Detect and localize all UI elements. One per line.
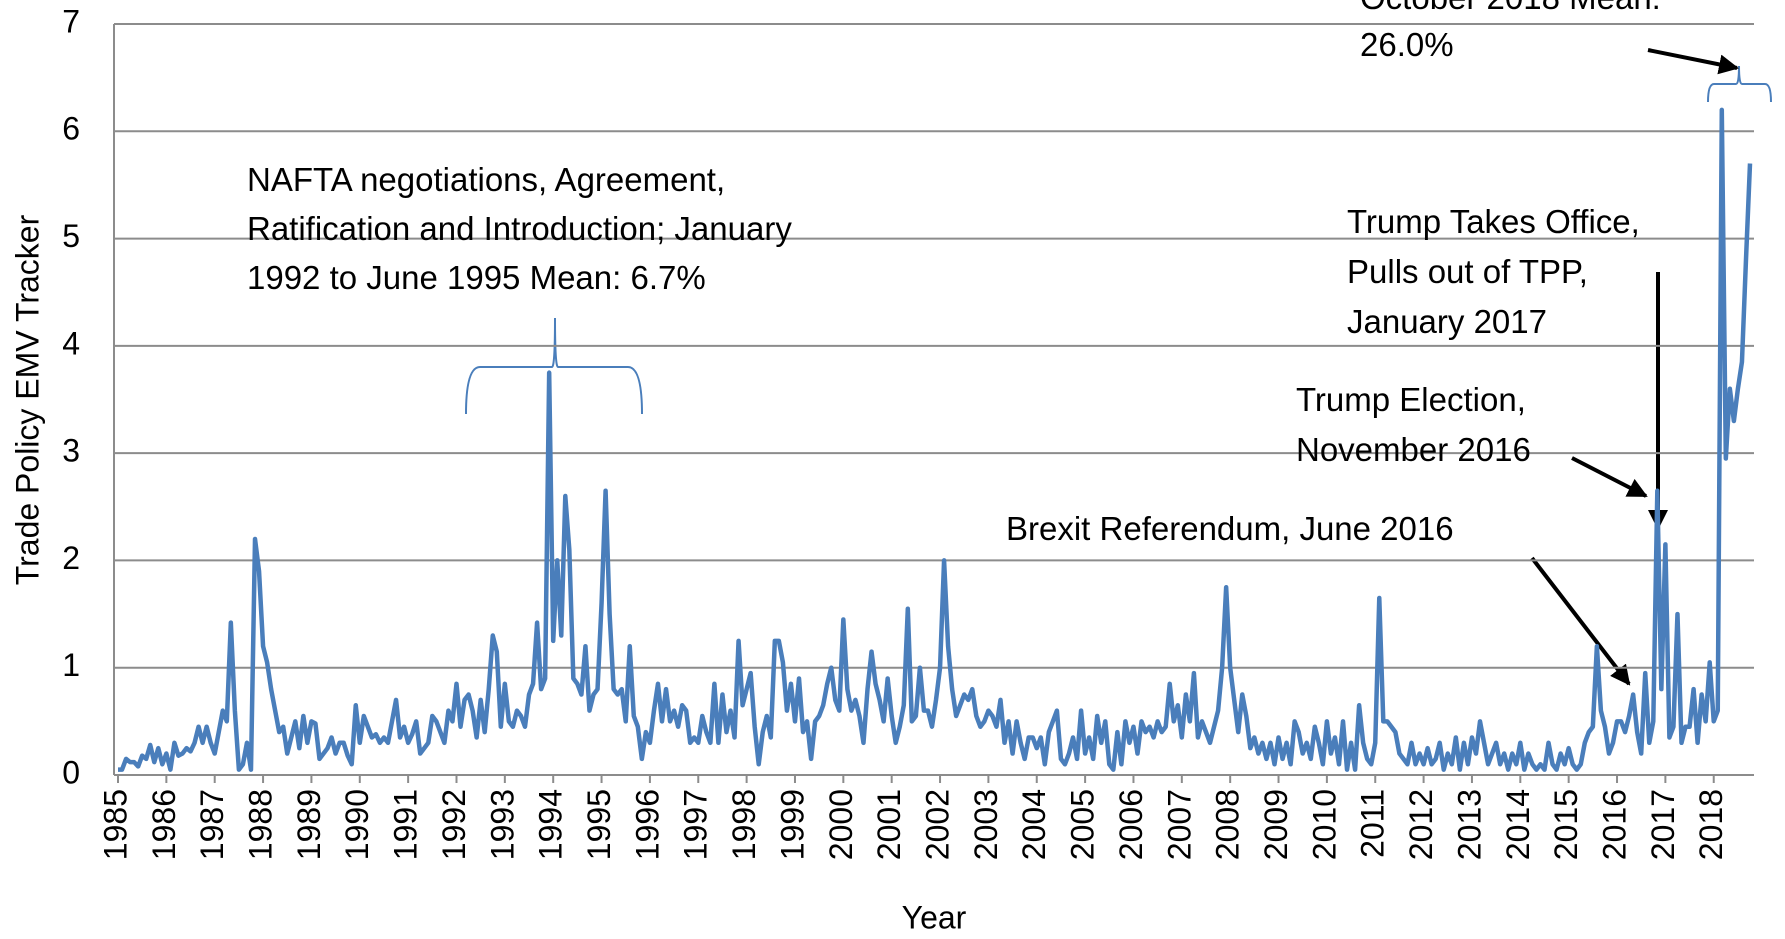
arrow xyxy=(1571,456,1648,498)
x-tick-label: 1990 xyxy=(339,789,375,860)
arrow xyxy=(1647,48,1739,75)
x-tick-label: 1986 xyxy=(146,789,182,860)
x-tick-label: 1985 xyxy=(97,789,133,860)
annotation-line: October 2018 Mean: xyxy=(1360,0,1661,16)
arrows xyxy=(1530,48,1739,686)
x-tick-label: 2016 xyxy=(1596,789,1632,860)
x-tick-label: 2002 xyxy=(919,789,955,860)
x-tick-label: 1997 xyxy=(678,789,714,860)
x-tick-label: 1996 xyxy=(629,789,665,860)
annotation: October 2018 Mean: 26.0% xyxy=(1360,0,1661,63)
x-tick-label: 2003 xyxy=(968,789,1004,860)
annotation-line: NAFTA negotiations, Agreement, xyxy=(247,161,725,198)
x-tick-label: 2006 xyxy=(1113,789,1149,860)
y-tick-label: 4 xyxy=(62,325,80,361)
x-tick-label: 2013 xyxy=(1451,789,1487,860)
annotation: Brexit Referendum, June 2016 xyxy=(1006,510,1454,547)
data-line xyxy=(118,107,1753,772)
y-tick-label: 6 xyxy=(62,111,80,147)
x-tick-label: 1995 xyxy=(581,789,617,860)
x-tick-label: 1991 xyxy=(388,789,424,860)
annotation-line: Pulls out of TPP, xyxy=(1347,253,1588,290)
x-tick-label: 2018 xyxy=(1693,789,1729,860)
x-tick-label: 2011 xyxy=(1355,789,1391,858)
x-tick-label: 2014 xyxy=(1500,789,1536,860)
x-tick-label: 2000 xyxy=(823,789,859,860)
annotation-line: Ratification and Introduction; January xyxy=(247,210,792,247)
x-tick-label: 2001 xyxy=(871,789,907,860)
annotation-line: January 2017 xyxy=(1347,303,1547,340)
x-tick-label: 1987 xyxy=(194,789,230,860)
nafta-brace xyxy=(465,317,643,415)
annotation-line: 1992 to June 1995 Mean: 6.7% xyxy=(247,259,706,296)
x-tick-label: 1993 xyxy=(484,789,520,860)
y-tick-label: 1 xyxy=(62,647,80,683)
y-tick-label: 2 xyxy=(62,540,80,576)
x-tick-label: 1992 xyxy=(436,789,472,860)
annotation: NAFTA negotiations, Agreement, Ratificati… xyxy=(247,161,792,296)
annotation-line: 26.0% xyxy=(1360,26,1454,63)
x-tick-label: 2008 xyxy=(1210,789,1246,860)
annotation: Trump Election, November 2016 xyxy=(1296,381,1531,468)
annotation-line: Trump Election, xyxy=(1296,381,1526,418)
annotation: Trump Takes Office, Pulls out of TPP, Janu… xyxy=(1347,203,1640,340)
x-tick-label: 2007 xyxy=(1161,789,1197,860)
x-tick-label: 2004 xyxy=(1016,789,1052,860)
x-tick-label: 1998 xyxy=(726,789,762,860)
oct-brace xyxy=(1707,65,1772,103)
x-tick-label: 2015 xyxy=(1548,789,1584,860)
annotation-line: November 2016 xyxy=(1296,431,1531,468)
y-tick-label: 5 xyxy=(62,218,80,254)
x-tick-label: 1994 xyxy=(533,789,569,860)
y-tick-label: 0 xyxy=(62,754,80,790)
arrow xyxy=(1530,556,1631,686)
x-tick-label: 2010 xyxy=(1306,789,1342,860)
y-tick-label: 3 xyxy=(62,433,80,469)
annotation-line: Brexit Referendum, June 2016 xyxy=(1006,510,1454,547)
x-tick-label: 2009 xyxy=(1258,789,1294,860)
y-tick-label: 7 xyxy=(62,3,80,39)
y-axis-label: Trade Policy EMV Tracker xyxy=(9,214,45,585)
x-tick-label: 1989 xyxy=(291,789,327,860)
x-tick-label: 2005 xyxy=(1065,789,1101,860)
x-tick-label: 1988 xyxy=(243,789,279,860)
x-axis-label: Year xyxy=(902,899,967,935)
x-tick-label: 1999 xyxy=(774,789,810,860)
annotation-line: Trump Takes Office, xyxy=(1347,203,1640,240)
braces xyxy=(465,65,1772,415)
x-tick-label: 2017 xyxy=(1645,789,1681,860)
x-tick-label: 2012 xyxy=(1403,789,1439,860)
